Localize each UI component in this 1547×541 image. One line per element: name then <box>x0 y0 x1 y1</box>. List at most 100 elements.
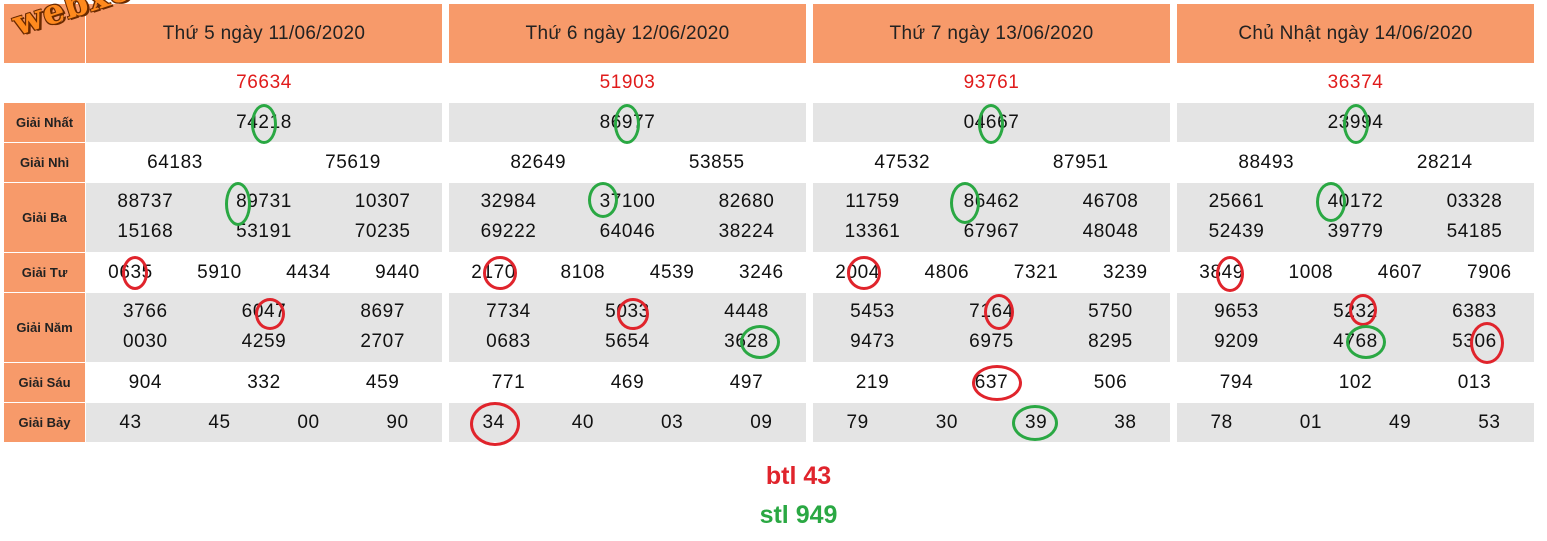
prize-tu-number: 2170 <box>471 262 516 283</box>
row-bg-tu <box>449 253 806 292</box>
row-bg-nhat <box>1177 103 1534 142</box>
prize-bay-number: 79 <box>846 412 869 433</box>
row-bg-ba <box>813 183 1170 252</box>
prize-nam-number: 4448 <box>724 301 769 322</box>
prize-bay-number: 43 <box>119 412 142 433</box>
prize-bay-number: 39 <box>1024 412 1048 433</box>
day-header: Thứ 7 ngày 13/06/2020 <box>813 4 1170 63</box>
prize-db-number: 36374 <box>1327 72 1384 93</box>
prize-tu-number: 4607 <box>1377 262 1423 283</box>
row-label-nhat: Giải Nhất <box>4 103 85 142</box>
prize-sau-number: 219 <box>855 372 890 393</box>
row-bg-bay <box>86 403 442 442</box>
row-bg-nhat <box>449 103 806 142</box>
prize-bay-number: 40 <box>571 412 595 433</box>
row-bg-nhi <box>1177 143 1534 182</box>
row-bg-sau <box>449 363 806 402</box>
prize-tu-number: 7906 <box>1467 262 1512 283</box>
prize-sau-number: 771 <box>491 372 526 393</box>
prize-ba-number: 13361 <box>844 221 901 242</box>
row-bg-sau <box>86 363 442 402</box>
prize-sau-number: 013 <box>1457 372 1492 393</box>
prize-sau-number: 102 <box>1338 372 1373 393</box>
row-bg-db <box>1177 64 1534 102</box>
day-header: Thứ 5 ngày 11/06/2020 <box>86 4 442 63</box>
prize-ba-number: 38224 <box>718 221 775 242</box>
prize-sau-number: 497 <box>729 372 764 393</box>
prize-nam-number: 5750 <box>1088 301 1133 322</box>
prize-nhi-number: 53855 <box>688 152 745 173</box>
day-header: Chủ Nhật ngày 14/06/2020 <box>1177 4 1534 63</box>
prize-nhat-number: 74218 <box>236 112 292 133</box>
prize-tu-number: 9440 <box>375 262 420 283</box>
row-label-nam: Giải Năm <box>4 293 85 362</box>
prize-ba-number: 40172 <box>1327 191 1384 212</box>
prize-tu-number: 4806 <box>924 262 970 283</box>
prize-nhi-number: 28214 <box>1416 152 1473 173</box>
prize-bay-number: 38 <box>1114 412 1137 433</box>
stl-label: stl 949 <box>759 501 838 529</box>
prize-ba-number: 70235 <box>354 221 411 242</box>
prize-sau-number: 469 <box>610 372 645 393</box>
prize-nam-number: 7164 <box>969 301 1014 322</box>
row-bg-tu <box>813 253 1170 292</box>
prize-bay-number: 01 <box>1299 412 1323 433</box>
prize-nhi-number: 47532 <box>874 152 931 173</box>
prize-sau-number: 459 <box>365 372 400 393</box>
prize-sau-number: 794 <box>1219 372 1254 393</box>
row-label-nhi: Giải Nhì <box>4 143 85 182</box>
row-bg-nhi <box>86 143 442 182</box>
prize-ba-number: 64046 <box>599 221 656 242</box>
prize-nhi-number: 88493 <box>1238 152 1295 173</box>
prize-ba-number: 15168 <box>117 221 174 242</box>
prize-ba-number: 48048 <box>1082 221 1139 242</box>
prize-nhi-number: 82649 <box>510 152 567 173</box>
prize-ba-number: 25661 <box>1208 191 1265 212</box>
prize-nam-number: 8697 <box>360 301 405 322</box>
row-bg-db <box>449 64 806 102</box>
row-label-sau: Giải Sáu <box>4 363 85 402</box>
row-bg-db <box>86 64 442 102</box>
prize-bay-number: 53 <box>1478 412 1501 433</box>
prize-ba-number: 46708 <box>1082 191 1139 212</box>
prize-ba-number: 39779 <box>1327 221 1384 242</box>
prize-db-number: 76634 <box>236 72 292 93</box>
row-bg-db <box>813 64 1170 102</box>
row-bg-bay <box>449 403 806 442</box>
row-bg-nhi <box>449 143 806 182</box>
prize-nam-number: 2707 <box>360 331 405 352</box>
prize-nam-number: 6383 <box>1452 301 1497 322</box>
prize-sau-number: 506 <box>1093 372 1128 393</box>
prize-nhi-number: 87951 <box>1052 152 1109 173</box>
row-bg-bay <box>1177 403 1534 442</box>
prize-bay-number: 30 <box>935 412 959 433</box>
prize-bay-number: 49 <box>1388 412 1412 433</box>
prize-ba-number: 88737 <box>117 191 174 212</box>
prize-ba-number: 10307 <box>354 191 411 212</box>
row-label-tu: Giải Tư <box>4 253 85 292</box>
prize-ba-number: 86462 <box>963 191 1020 212</box>
prize-ba-number: 11759 <box>845 191 900 212</box>
prize-bay-number: 34 <box>482 412 505 433</box>
row-bg-nhat <box>813 103 1170 142</box>
prize-nam-number: 9473 <box>850 331 895 352</box>
prize-sau-number: 332 <box>247 372 281 393</box>
prize-ba-number: 03328 <box>1446 191 1503 212</box>
prize-tu-number: 3246 <box>739 262 784 283</box>
row-label-ba: Giải Ba <box>4 183 85 252</box>
prize-ba-number: 37100 <box>599 191 656 212</box>
prize-nhi-number: 75619 <box>325 152 381 173</box>
row-bg-sau <box>813 363 1170 402</box>
row-bg-nhi <box>813 143 1170 182</box>
prize-nhi-number: 64183 <box>147 152 203 173</box>
prize-nam-number: 5033 <box>605 301 650 322</box>
row-label-bay: Giải Bảy <box>4 403 85 442</box>
prize-ba-number: 54185 <box>1446 221 1503 242</box>
prize-sau-number: 904 <box>128 372 163 393</box>
prize-tu-number: 3849 <box>1199 262 1244 283</box>
prize-nam-number: 4259 <box>241 331 287 352</box>
prize-nam-number: 0030 <box>122 331 168 352</box>
prize-tu-number: 4539 <box>649 262 695 283</box>
prize-bay-number: 78 <box>1210 412 1233 433</box>
prize-tu-number: 2004 <box>835 262 880 283</box>
